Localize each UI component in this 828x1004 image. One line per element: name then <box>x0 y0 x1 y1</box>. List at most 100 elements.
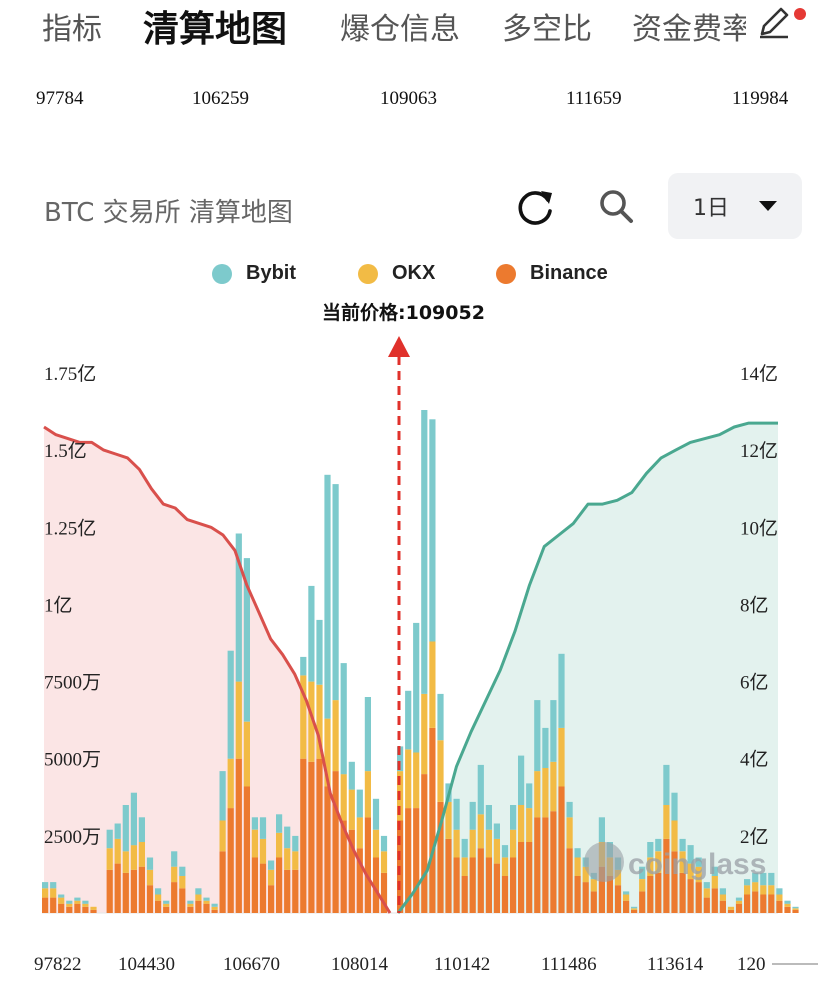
short-bar-bybit <box>695 857 702 867</box>
short-bar-okx <box>526 808 533 842</box>
right-axis-tick-label: 10亿 <box>740 517 778 539</box>
long-bar-binance <box>138 866 145 913</box>
short-bar-bybit <box>542 727 549 768</box>
short-bar-binance <box>719 900 726 913</box>
long-bar-okx <box>155 894 162 901</box>
long-bar-bybit <box>58 894 65 898</box>
legend-item-okx[interactable]: OKX <box>358 262 435 285</box>
legend-label: Binance <box>530 262 608 284</box>
short-bar-bybit <box>760 872 767 886</box>
short-bar-okx <box>687 863 694 879</box>
legend-dot <box>496 263 516 284</box>
long-bar-bybit <box>146 857 154 870</box>
tab-funding-rate[interactable]: 资金费率 <box>632 12 746 47</box>
long-bar-bybit <box>82 900 89 904</box>
tab-indicators[interactable]: 指标 <box>42 12 102 47</box>
short-bar-binance <box>461 876 468 913</box>
long-bar-okx <box>276 832 283 858</box>
short-bar-okx <box>776 894 783 901</box>
short-bar-binance <box>590 891 597 913</box>
short-bar-binance <box>655 872 662 913</box>
long-bar-bybit <box>276 814 283 833</box>
long-bar-binance <box>50 897 57 913</box>
short-bar-bybit <box>679 838 686 852</box>
long-bar-okx <box>171 866 178 883</box>
short-bar-binance <box>776 900 783 913</box>
long-bar-okx <box>90 906 97 910</box>
long-bar-binance <box>82 906 89 913</box>
short-bar-binance <box>768 894 775 913</box>
short-bar-binance <box>542 817 549 913</box>
tab-liquidation-info[interactable]: 爆仓信息 <box>340 12 460 47</box>
x-axis-tick-label: 104430 <box>118 954 175 975</box>
short-bar-binance <box>469 857 476 913</box>
long-bar-bybit <box>179 866 186 876</box>
long-bar-okx <box>235 681 242 759</box>
tab-liquidation-map[interactable]: 清算地图 <box>143 9 288 50</box>
long-bar-okx <box>66 903 73 907</box>
legend-item-bybit[interactable]: Bybit <box>212 262 296 285</box>
short-bar-okx <box>639 879 646 892</box>
long-bar-bybit <box>348 761 355 790</box>
short-cumulative-line <box>396 421 778 914</box>
long-bar-bybit <box>106 829 113 849</box>
long-bar-bybit <box>364 697 371 772</box>
short-bar-binance <box>550 811 557 913</box>
short-bar-bybit <box>397 746 404 772</box>
top-price-label: 97784 <box>36 88 84 109</box>
short-bar-binance <box>429 727 436 913</box>
time-range-select[interactable]: 1日 <box>668 173 802 239</box>
current-price-label: 当前价格:109052 <box>322 302 485 324</box>
refresh-icon[interactable] <box>512 184 558 230</box>
long-bar-okx <box>219 820 226 852</box>
long-bar-okx <box>42 888 49 898</box>
long-bar-okx <box>308 681 315 762</box>
long-bar-okx <box>340 774 347 821</box>
short-bar-okx <box>695 866 702 883</box>
left-axis-tick-label: 1.5亿 <box>44 440 87 462</box>
long-bar-bybit <box>308 585 315 682</box>
short-bar-okx <box>477 814 484 849</box>
long-bar-binance <box>227 808 234 913</box>
long-bar-bybit <box>235 533 242 682</box>
x-axis-tick-label: 111486 <box>541 954 597 975</box>
x-axis-tick-label: 113614 <box>647 954 704 975</box>
long-bar-okx <box>300 675 307 759</box>
short-bar-okx <box>437 740 444 802</box>
short-bar-okx <box>647 857 654 876</box>
legend-label: Bybit <box>246 262 296 284</box>
long-bar-bybit <box>324 474 331 719</box>
short-bar-okx <box>792 908 799 910</box>
legend-item-binance[interactable]: Binance <box>496 262 608 285</box>
long-bar-bybit <box>259 817 267 839</box>
tab-long-short-ratio[interactable]: 多空比 <box>502 12 592 47</box>
x-axis-tick-label: 120 <box>737 954 766 975</box>
short-bar-bybit <box>518 755 525 805</box>
short-bar-okx <box>429 641 436 728</box>
long-bar-binance <box>308 761 315 913</box>
watermark-logo <box>584 842 624 882</box>
search-icon[interactable] <box>594 184 638 228</box>
short-bar-bybit <box>776 888 783 895</box>
edit-icon[interactable] <box>754 2 794 42</box>
watermark-text: coinglass <box>628 848 766 881</box>
long-bar-bybit <box>300 656 307 676</box>
long-bar-bybit <box>227 650 234 759</box>
short-bar-bybit <box>574 848 581 858</box>
short-bar-bybit <box>550 700 557 762</box>
short-bar-binance <box>421 774 428 913</box>
short-bar-bybit <box>623 891 630 895</box>
long-bar-bybit <box>155 888 162 895</box>
short-bar-okx <box>558 727 565 787</box>
short-bar-binance <box>534 817 541 913</box>
short-bar-bybit <box>510 805 517 830</box>
short-bar-okx <box>566 817 573 849</box>
short-bar-okx <box>719 894 726 901</box>
long-bar-okx <box>211 906 218 910</box>
long-bar-bybit <box>268 860 275 870</box>
short-bar-binance <box>558 786 565 913</box>
long-bar-bybit <box>380 835 388 852</box>
short-bar-okx <box>631 908 638 910</box>
long-bar-okx <box>316 684 323 759</box>
short-bar-bybit <box>429 419 436 642</box>
